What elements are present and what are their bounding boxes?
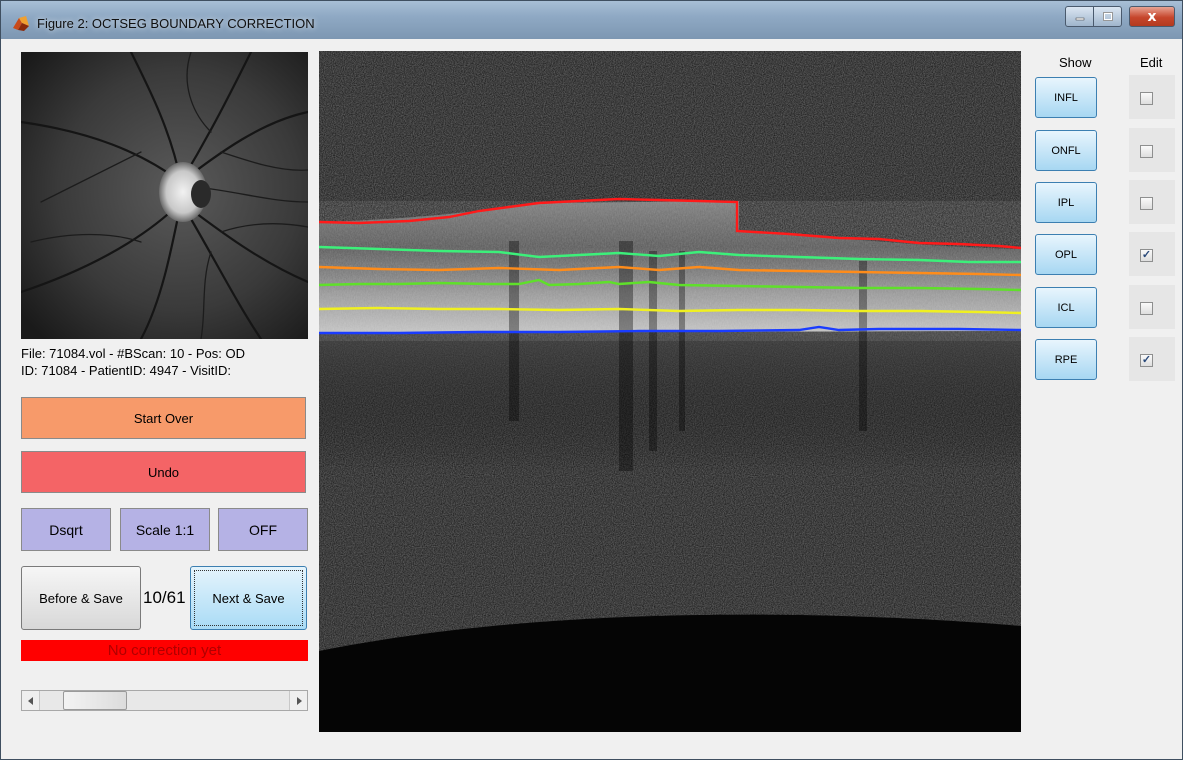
scan-info-line1: File: 71084.vol - #BScan: 10 - Pos: OD [21, 346, 245, 361]
rpe-boundary [319, 325, 1021, 335]
show-icl-button[interactable]: ICL [1035, 287, 1097, 328]
arrow-right-icon [296, 696, 302, 705]
edit-column-header: Edit [1140, 55, 1163, 70]
show-opl-button[interactable]: OPL [1035, 234, 1097, 275]
show-rpe-button[interactable]: RPE [1035, 339, 1097, 380]
edit-icl-checkbox[interactable] [1140, 302, 1153, 315]
fundus-image [21, 52, 308, 339]
show-infl-button[interactable]: INFL [1035, 77, 1097, 118]
show-column-header: Show [1059, 55, 1092, 70]
scan-info-line2: ID: 71084 - PatientID: 4947 - VisitID: [21, 363, 232, 378]
onfl-boundary [319, 245, 1021, 264]
edit-onfl-checkbox[interactable] [1140, 145, 1153, 158]
minimize-icon [1075, 17, 1084, 20]
close-button[interactable]: x [1129, 6, 1175, 27]
infl-boundary [319, 197, 1021, 250]
opl-boundary [319, 278, 1021, 292]
maximize-button[interactable] [1093, 6, 1122, 27]
show-onfl-button[interactable]: ONFL [1035, 130, 1097, 171]
scan-info: File: 71084.vol - #BScan: 10 - Pos: OD I… [21, 345, 245, 379]
off-button[interactable]: OFF [218, 508, 308, 551]
scroll-thumb[interactable] [63, 691, 127, 710]
status-bar: No correction yet [21, 640, 308, 661]
figure-content: File: 71084.vol - #BScan: 10 - Pos: OD I… [9, 39, 1175, 753]
before-save-button[interactable]: Before & Save [21, 566, 141, 630]
title-bar[interactable]: Figure 2: OCTSEG BOUNDARY CORRECTION x [1, 1, 1182, 39]
start-over-button[interactable]: Start Over [21, 397, 306, 439]
next-save-label: Next & Save [212, 590, 285, 606]
bscan-counter: 10/61 [143, 588, 186, 607]
bscan-scrollbar[interactable] [21, 690, 308, 711]
edit-infl-checkbox[interactable] [1140, 92, 1153, 105]
arrow-left-icon [27, 696, 33, 705]
maximize-icon [1102, 11, 1113, 21]
scroll-left-button[interactable] [22, 691, 40, 710]
minimize-button[interactable] [1065, 6, 1094, 27]
edit-rpe-checkbox[interactable]: ✓ [1140, 354, 1153, 367]
close-icon: x [1147, 8, 1157, 25]
undo-button[interactable]: Undo [21, 451, 306, 493]
edit-ipl-checkbox[interactable] [1140, 197, 1153, 210]
matlab-icon [13, 16, 29, 31]
ipl-boundary [319, 265, 1021, 277]
next-save-button[interactable]: Next & Save [190, 566, 307, 630]
icl-boundary [319, 306, 1021, 315]
show-ipl-button[interactable]: IPL [1035, 182, 1097, 223]
focus-rectangle [194, 570, 303, 626]
edit-opl-checkbox[interactable]: ✓ [1140, 249, 1153, 262]
scale-button[interactable]: Scale 1:1 [120, 508, 210, 551]
bscan-image[interactable] [319, 51, 1021, 732]
scroll-right-button[interactable] [289, 691, 307, 710]
dsqrt-button[interactable]: Dsqrt [21, 508, 111, 551]
window-title: Figure 2: OCTSEG BOUNDARY CORRECTION [37, 16, 315, 31]
